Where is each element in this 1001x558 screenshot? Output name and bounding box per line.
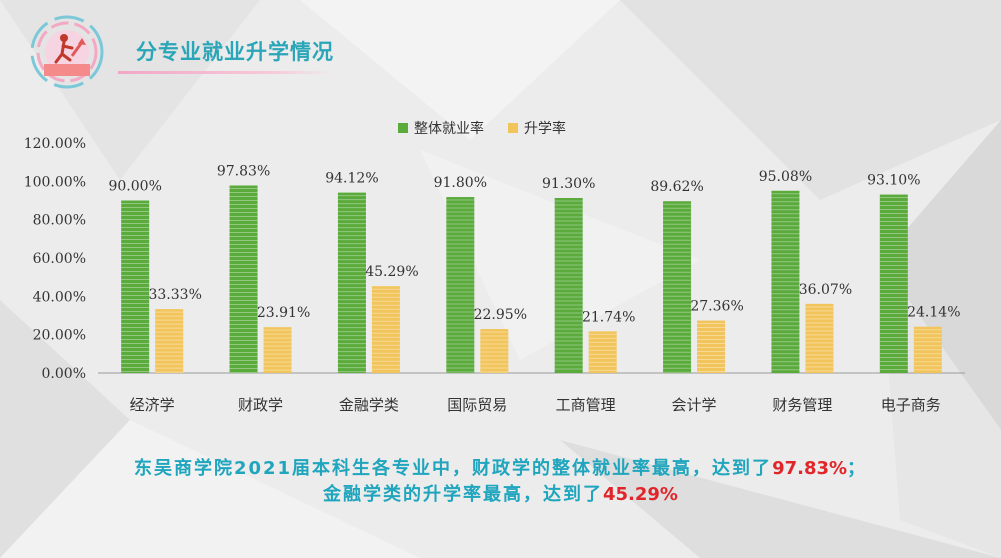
data-label: 27.36% — [690, 299, 743, 315]
y-tick-label: 80.00% — [33, 213, 86, 229]
summary-line-1: 东吴商学院2021届本科生各专业中，财政学的整体就业率最高，达到了97.83%； — [0, 454, 1001, 480]
data-label: 22.95% — [474, 307, 527, 323]
bar-further-study — [263, 327, 292, 373]
y-tick-label: 60.00% — [33, 251, 86, 267]
running-person-logo-icon — [30, 15, 104, 89]
bar-further-study — [913, 326, 942, 373]
x-category-label: 国际贸易 — [447, 396, 507, 414]
bar-further-study — [588, 331, 617, 373]
y-tick-label: 120.00% — [24, 136, 86, 152]
legend-swatch — [398, 123, 408, 133]
bar-further-study — [371, 286, 400, 373]
bar-employment — [771, 190, 800, 373]
x-category-label: 金融学类 — [339, 396, 399, 414]
title-underline — [118, 71, 333, 74]
data-label: 33.33% — [148, 287, 201, 303]
data-label: 89.62% — [650, 179, 703, 195]
data-label: 91.30% — [542, 176, 595, 192]
bar-further-study — [805, 303, 834, 373]
bar-employment — [229, 185, 258, 373]
summary-highlight-further-study: 45.29% — [603, 484, 678, 505]
summary-highlight-employment: 97.83% — [772, 458, 848, 479]
bar-further-study — [480, 329, 509, 373]
data-label: 95.08% — [759, 169, 812, 185]
summary-line-1-prefix: 东吴商学院2021届本科生各专业中，财政学的整体就业率最高，达到了 — [133, 458, 773, 479]
y-tick-label: 40.00% — [33, 289, 86, 305]
data-label: 91.80% — [434, 175, 487, 191]
x-category-label: 经济学 — [130, 396, 175, 414]
bar-employment — [554, 198, 583, 373]
data-label: 93.10% — [867, 173, 920, 189]
bar-employment — [879, 194, 908, 373]
data-label: 97.83% — [217, 163, 270, 179]
x-category-label: 财务管理 — [772, 396, 832, 414]
bar-employment — [337, 192, 366, 373]
x-category-label: 工商管理 — [556, 396, 616, 414]
x-category-label: 财政学 — [238, 396, 283, 414]
data-label: 21.74% — [582, 309, 635, 325]
x-category-label: 电子商务 — [881, 396, 941, 414]
summary-line-2-prefix: 金融学类的升学率最高，达到了 — [323, 484, 603, 505]
data-label: 24.14% — [907, 305, 960, 321]
data-label: 94.12% — [325, 171, 378, 187]
y-tick-label: 20.00% — [33, 328, 86, 344]
y-tick-label: 0.00% — [42, 366, 86, 382]
bar-further-study — [697, 320, 726, 373]
bar-employment — [121, 200, 150, 373]
page-title: 分专业就业升学情况 — [136, 40, 334, 64]
legend-swatch — [508, 123, 518, 133]
y-tick-label: 100.00% — [24, 174, 86, 190]
bar-employment — [663, 201, 692, 373]
data-label: 45.29% — [365, 264, 418, 280]
data-label: 90.00% — [108, 179, 161, 195]
legend-label: 升学率 — [524, 120, 566, 137]
bar-further-study — [155, 309, 184, 373]
x-category-label: 会计学 — [672, 396, 717, 414]
summary-line-1-suffix: ； — [847, 458, 868, 479]
data-label: 36.07% — [799, 282, 852, 298]
legend-label: 整体就业率 — [414, 120, 484, 137]
bar-employment — [446, 197, 475, 373]
data-label: 23.91% — [257, 305, 310, 321]
summary-line-2: 金融学类的升学率最高，达到了45.29% — [0, 480, 1001, 506]
